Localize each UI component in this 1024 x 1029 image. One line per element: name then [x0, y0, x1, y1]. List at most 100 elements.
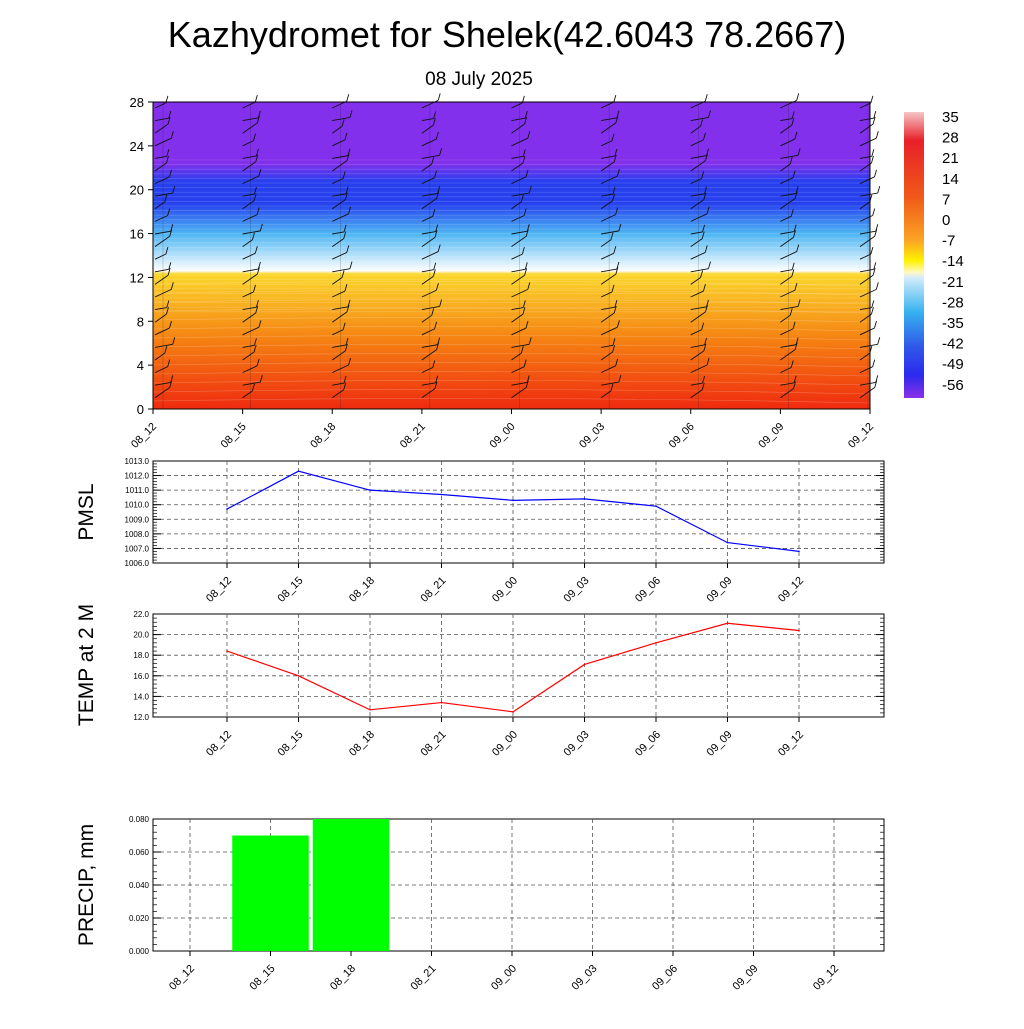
y-tick-label: 22.0: [133, 610, 149, 619]
wind-barb: [601, 193, 614, 197]
wind-barb-flag: [167, 208, 171, 216]
y-tick-label: 0.080: [129, 815, 150, 824]
wind-barb: [690, 277, 701, 285]
colorbar-label: 0: [942, 212, 950, 229]
wind-barb-flag: [703, 343, 707, 351]
wind-barb: [690, 125, 701, 134]
wind-barb-flag: [617, 320, 620, 328]
wind-barb-flag: [432, 360, 436, 368]
wind-barb-flag: [870, 247, 874, 255]
wind-barb-flag: [874, 169, 877, 177]
wind-barb: [421, 367, 433, 374]
wind-barb-flag: [258, 320, 262, 328]
x-tick-label: 09_00: [490, 729, 520, 759]
page-subtitle: 08 July 2025: [425, 69, 533, 90]
wind-barb: [601, 117, 617, 122]
wind-barb: [600, 273, 617, 285]
wind-barb-flag: [169, 320, 172, 329]
wind-barb-flag: [794, 131, 798, 140]
wind-barb-flag: [792, 321, 796, 330]
data-point: [440, 701, 443, 704]
wind-barb: [511, 313, 524, 323]
colorbar-label: -14: [942, 253, 964, 270]
wind-barb: [242, 101, 256, 109]
wind-barb: [690, 389, 703, 399]
wind-barb-flag: [793, 224, 797, 232]
wind-barb-flag: [255, 305, 259, 314]
wind-barb-flag: [167, 116, 171, 125]
wind-barb: [421, 124, 434, 134]
wind-barb-flag: [704, 94, 708, 102]
wind-barb: [511, 327, 527, 336]
wind-barb-flag: [872, 208, 876, 216]
wind-barb-flag: [870, 95, 874, 104]
x-tick-label: 08_21: [419, 729, 449, 759]
temperature-panel: 12.0 14.0 16.0 18.0 20.0 22.0 08_12 08_15 08_18 0…: [75, 604, 885, 759]
wind-barb-flag: [791, 269, 795, 277]
wind-barb: [242, 351, 255, 361]
x-tick-label: 08_18: [347, 729, 377, 759]
wind-barb: [859, 327, 875, 336]
wind-barb: [780, 344, 797, 348]
x-tick-label: 09_12: [776, 575, 806, 605]
wind-barb-flag: [164, 194, 168, 203]
wind-barb-flag: [169, 169, 172, 177]
wind-barb: [332, 193, 347, 197]
wind-barb-flag: [436, 191, 440, 199]
wind-barb-flag: [254, 94, 258, 103]
wind-barb-flag: [434, 230, 438, 238]
wind-barb: [690, 364, 708, 374]
wind-barb-flag: [254, 246, 258, 254]
wind-barb-flag: [705, 153, 708, 161]
wind-barb-flag: [169, 229, 173, 237]
wind-barb: [332, 329, 344, 336]
x-tick-label: 09_09: [756, 421, 786, 451]
wind-barb-flag: [432, 118, 436, 126]
wind-barb: [780, 237, 794, 247]
wind-barb-flag: [612, 338, 616, 346]
wind-barb-flag: [872, 359, 876, 367]
wind-barb-flag: [618, 223, 622, 231]
wind-barb-flag: [349, 110, 353, 118]
y-tick-label: 12.0: [133, 713, 149, 722]
wind-barb: [859, 117, 874, 122]
wind-barb-flag: [342, 322, 346, 330]
data-point: [369, 708, 371, 711]
plot-frame: [152, 460, 885, 564]
page-title: Kazhydromet for Shelek(42.6043 78.2667): [168, 14, 846, 55]
data-point: [369, 489, 371, 491]
wind-barb: [242, 326, 260, 336]
data-point: [440, 493, 443, 496]
wind-barb-flag: [704, 245, 708, 253]
wind-barb: [332, 364, 349, 374]
wind-barb-flag: [704, 186, 707, 194]
wind-barb: [690, 290, 704, 298]
y-axis-label: PRECIP, mm: [75, 824, 98, 946]
x-tick-label: 09_03: [562, 729, 592, 759]
wind-barb-flag: [256, 115, 260, 123]
wind-barb: [332, 139, 346, 147]
wind-barb-flag: [874, 380, 878, 388]
wind-barb: [511, 162, 524, 172]
data-point: [726, 622, 729, 625]
wind-barb-flag: [439, 148, 443, 156]
wind-barb: [859, 215, 873, 222]
wind-barb-flag: [610, 383, 614, 392]
wind-barb: [780, 138, 796, 147]
wind-barb: [859, 366, 873, 374]
colorbar-label: -42: [942, 336, 964, 353]
wind-barb-flag: [435, 375, 439, 383]
wind-barb-flag: [342, 171, 346, 179]
x-tick-label: 08_12: [204, 729, 234, 759]
wind-barb: [154, 235, 171, 247]
wind-barb: [690, 213, 708, 222]
x-tick-label: 09_12: [846, 421, 876, 451]
wind-barb: [511, 288, 529, 298]
wind-barb-flag: [703, 192, 707, 200]
y-tick-label: 20.0: [133, 631, 149, 640]
y-axis-label: TEMP at 2 M: [75, 604, 98, 726]
wind-barb: [421, 251, 439, 260]
wind-barb-flag: [793, 375, 797, 383]
wind-barb: [859, 102, 872, 109]
wind-barb-flag: [346, 245, 350, 253]
